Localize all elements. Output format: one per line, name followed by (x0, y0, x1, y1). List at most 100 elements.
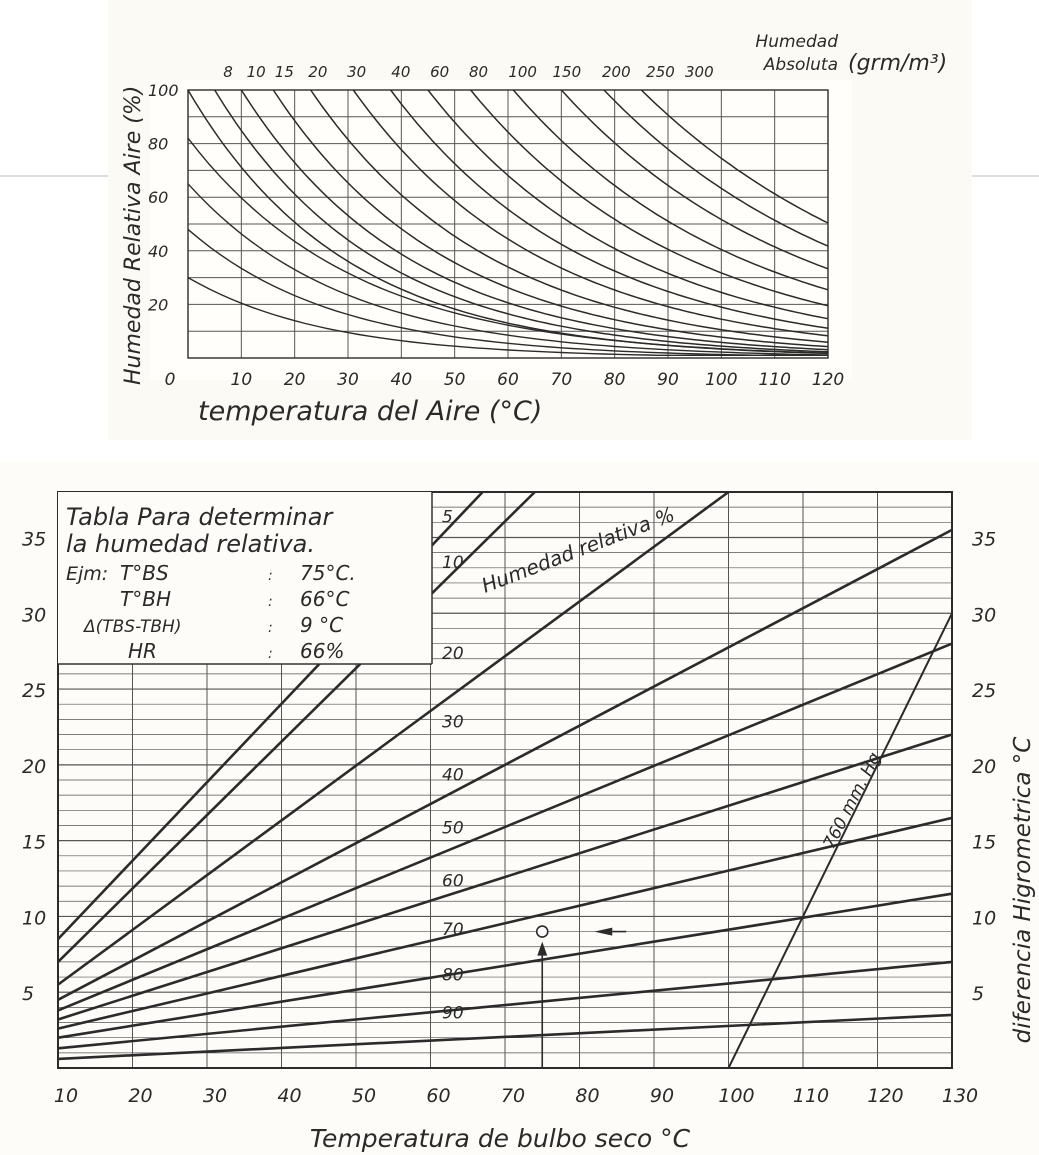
inset-example: Ejm: T°BS: 75°C. T°BH: 66°C Δ(TBS-TBH): 9 °C HR… (66, 561, 356, 663)
bottom-x-ticks: 10 20 30 40 50 60 70 80 90 100 110 120 130 (54, 1085, 978, 1107)
example-marker (535, 925, 627, 1068)
bottom-right-y-tick-label: 20 (972, 756, 996, 778)
top-series-label: 20 (308, 63, 327, 81)
example-value: 66% (300, 639, 344, 663)
top-y-tick-label: 40 (148, 242, 168, 261)
bottom-left-y-ticks: 5 10 15 20 25 30 35 (22, 528, 46, 1005)
humidity-line (57, 528, 953, 1001)
humidity-line-label: 10 (442, 553, 464, 573)
top-y-axis-title: Humedad Relativa Aire (%) (121, 86, 146, 385)
top-x-ticks: 0 10 20 30 40 50 60 70 80 90 100 110 120 (165, 370, 845, 390)
humidity-line (57, 816, 953, 1030)
top-curve (187, 276, 828, 356)
top-x-tick-label: 30 (337, 370, 359, 390)
top-series-label: 40 (391, 63, 410, 81)
bottom-right-y-tick-label: 35 (972, 528, 996, 550)
top-axis-title-1: Humedad (755, 32, 838, 52)
top-card (150, 80, 852, 380)
humidity-line-label: 90 (442, 1003, 464, 1023)
top-curve (352, 89, 829, 337)
top-x-tick-label: 10 (231, 370, 253, 390)
humidity-line-label: 70 (442, 920, 464, 940)
example-arrowhead-up (537, 941, 548, 956)
humidity-line (57, 960, 953, 1050)
inset-title-1: Tabla Para determinar (66, 503, 334, 531)
example-arrowhead-left (594, 927, 613, 936)
bottom-x-tick-label: 120 (867, 1085, 903, 1107)
top-series-label: 15 (275, 63, 294, 81)
example-key: Ejm: (66, 563, 108, 585)
top-series-label: 8 (223, 63, 233, 81)
top-x-tick-label: 20 (284, 370, 306, 390)
bottom-right-y-tick-label: 5 (972, 983, 984, 1005)
bottom-left-y-tick-label: 10 (22, 907, 46, 929)
bottom-x-tick-label: 110 (793, 1085, 829, 1107)
humidity-line-label: 5 (442, 508, 453, 528)
bottom-x-tick-label: 70 (501, 1085, 525, 1107)
bottom-right-y-tick-label: 25 (972, 680, 996, 702)
bottom-series-labels: 5 10 20 30 40 50 60 70 80 90 (442, 508, 464, 1024)
top-y-tick-label: 20 (148, 295, 168, 314)
top-curve (512, 89, 829, 291)
top-x-axis-title: temperatura del Aire (°C) (198, 396, 542, 427)
example-value: 9 °C (300, 613, 343, 637)
top-series-label: 100 (508, 63, 537, 81)
bottom-right-y-tick-label: 15 (972, 832, 996, 854)
example-point (535, 925, 549, 938)
top-x-tick-label: 40 (391, 370, 413, 390)
bottom-right-y-tick-label: 30 (972, 604, 996, 626)
bottom-left-y-tick-label: 5 (22, 983, 34, 1005)
bottom-x-axis-title: Temperatura de bulbo seco °C (310, 1124, 691, 1153)
example-separator: : (268, 594, 273, 610)
top-grid (187, 89, 829, 359)
bottom-left-y-tick-label: 35 (22, 528, 46, 550)
humidity-line (57, 491, 536, 963)
top-x-tick-label: 80 (604, 370, 626, 390)
humidity-line-label: 60 (442, 872, 464, 892)
example-label: T°BS (120, 561, 169, 585)
top-curve (187, 228, 828, 356)
top-x-tick-label: 110 (758, 370, 790, 390)
top-series-label: 30 (347, 63, 366, 81)
humidity-line (57, 1013, 953, 1061)
bottom-x-tick-label: 50 (352, 1085, 376, 1107)
top-curve (470, 89, 829, 307)
bottom-left-y-tick-label: 25 (22, 680, 46, 702)
top-y-tick-label: 60 (148, 188, 168, 207)
top-series-label: 300 (685, 63, 714, 81)
humidity-line-label: 30 (442, 712, 464, 732)
bottom-left-y-tick-label: 20 (22, 756, 46, 778)
top-series-label: 60 (430, 63, 449, 81)
top-curve (272, 89, 829, 348)
top-x-tick-label: 70 (551, 370, 573, 390)
top-series-label: 200 (602, 63, 631, 81)
top-curve (390, 89, 829, 329)
humidity-line (57, 642, 953, 1012)
top-series-labels: 8 10 15 20 30 40 60 80 100 150 200 250 300 (223, 63, 713, 81)
top-curve (427, 89, 829, 320)
top-y-ticks: 20 40 60 80 100 (148, 81, 179, 314)
humidity-line-label: 20 (442, 644, 464, 664)
top-y-tick-label: 80 (148, 135, 168, 154)
bottom-x-tick-label: 20 (128, 1085, 152, 1107)
example-label: T°BH (120, 587, 171, 611)
top-curve (310, 89, 829, 343)
example-label: Δ(TBS-TBH) (82, 617, 181, 637)
example-separator: : (268, 646, 273, 662)
example-value: 75°C. (300, 561, 356, 585)
example-separator: : (268, 620, 273, 636)
humidity-line-label: 80 (442, 966, 464, 986)
bottom-right-y-tick-label: 10 (972, 907, 996, 929)
top-curve (240, 89, 829, 351)
bottom-left-y-tick-label: 15 (22, 832, 46, 854)
bottom-y-axis-title: diferencia Higrometrica °C (1010, 737, 1036, 1044)
top-curve (214, 89, 829, 353)
bottom-x-tick-label: 10 (54, 1085, 78, 1107)
example-value: 66°C (300, 587, 349, 611)
bottom-x-tick-label: 130 (942, 1085, 978, 1107)
bottom-lines (57, 490, 953, 1069)
bottom-left-y-tick-label: 30 (22, 604, 46, 626)
top-x-tick-label: 0 (165, 370, 176, 390)
top-x-tick-label: 120 (812, 370, 844, 390)
